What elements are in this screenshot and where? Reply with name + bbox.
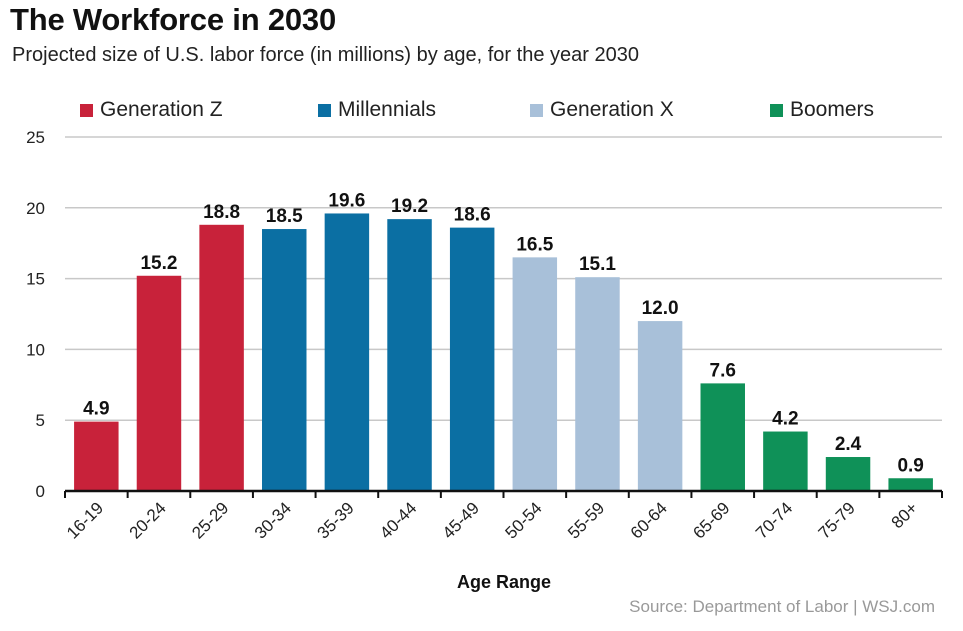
- x-tick-label: 60-64: [627, 498, 671, 542]
- value-label: 0.9: [897, 455, 923, 476]
- legend-swatch-generation-z: [80, 103, 93, 117]
- x-tick-label: 30-34: [251, 498, 295, 542]
- legend-label: Boomers: [790, 98, 875, 121]
- value-label: 15.1: [579, 254, 616, 275]
- legend-item-generation-x: Generation X: [530, 98, 674, 122]
- value-label: 19.6: [328, 190, 365, 211]
- value-label: 7.6: [710, 360, 736, 381]
- value-label: 19.2: [391, 196, 428, 217]
- value-label: 12.0: [642, 298, 679, 319]
- bar-55-59: [575, 277, 620, 491]
- x-tick-label: 50-54: [501, 498, 545, 542]
- bar-40-44: [387, 219, 432, 492]
- x-axis-tick-labels: 16-19 20-24 25-29 30-34 35-39 40-44 45-49 50-54…: [63, 498, 922, 542]
- bar-70-74: [763, 431, 808, 491]
- x-tick-label: 25-29: [188, 498, 232, 542]
- y-tick-label: 15: [26, 270, 45, 289]
- x-tick-label: 16-19: [63, 498, 107, 542]
- value-label: 4.9: [83, 399, 109, 420]
- y-tick-label: 0: [36, 482, 45, 501]
- bar-30-34: [262, 229, 307, 492]
- value-label: 2.4: [835, 434, 862, 455]
- value-label: 18.8: [203, 202, 240, 223]
- bar-80+: [888, 478, 933, 491]
- chart-subtitle: Projected size of U.S. labor force (in m…: [12, 44, 639, 66]
- x-tick-label: 55-59: [564, 498, 608, 542]
- bar-60-64: [637, 321, 683, 491]
- legend-swatch-generation-x: [530, 103, 543, 117]
- bar-45-49: [449, 227, 495, 491]
- value-label: 18.5: [266, 206, 303, 227]
- chart-title: The Workforce in 2030: [10, 2, 337, 37]
- x-tick-label: 35-39: [314, 498, 358, 542]
- bar-35-39: [324, 213, 370, 492]
- bar-20-24: [136, 275, 182, 491]
- value-label: 4.2: [772, 409, 798, 430]
- y-tick-label: 5: [36, 411, 45, 430]
- value-label: 18.6: [454, 205, 491, 226]
- y-tick-label: 20: [26, 199, 45, 218]
- legend-item-boomers: Boomers: [770, 98, 874, 122]
- bar-50-54: [512, 257, 558, 491]
- value-label: 16.5: [516, 234, 553, 255]
- bar-25-29: [199, 224, 244, 492]
- x-axis: [64, 489, 943, 498]
- x-tick-label: 20-24: [126, 498, 170, 542]
- source-note: Source: Department of Labor | WSJ.com: [629, 597, 935, 616]
- legend-label: Generation Z: [100, 98, 223, 121]
- legend-label: Generation X: [550, 98, 674, 121]
- bar-65-69: [700, 383, 745, 491]
- legend-item-millennials: Millennials: [318, 98, 436, 122]
- bars: [74, 213, 933, 492]
- x-tick-label: 70-74: [752, 498, 796, 542]
- bar-75-79: [825, 457, 871, 491]
- x-tick-label: 80+: [888, 498, 922, 532]
- x-axis-label: Age Range: [457, 572, 551, 592]
- y-tick-label: 25: [26, 128, 45, 147]
- gridlines: [65, 136, 942, 421]
- legend-swatch-millennials: [318, 103, 331, 117]
- y-axis-ticks: 0 5 10 15 20 25: [26, 128, 45, 501]
- x-tick-label: 65-69: [689, 498, 733, 542]
- x-tick-label: 40-44: [376, 498, 420, 542]
- legend-label: Millennials: [338, 98, 437, 121]
- legend-swatch-boomers: [770, 103, 783, 117]
- x-tick-label: 75-79: [815, 498, 859, 542]
- legend-item-generation-z: Generation Z: [80, 98, 223, 122]
- x-tick-label: 45-49: [439, 498, 483, 542]
- y-tick-label: 10: [26, 340, 45, 359]
- value-label: 15.2: [140, 253, 177, 274]
- value-labels: 4.9 15.2 18.8 18.5 19.6 19.2 18.6 16.5 15.1 12.0 7…: [83, 190, 924, 476]
- bar-16-19: [74, 421, 119, 491]
